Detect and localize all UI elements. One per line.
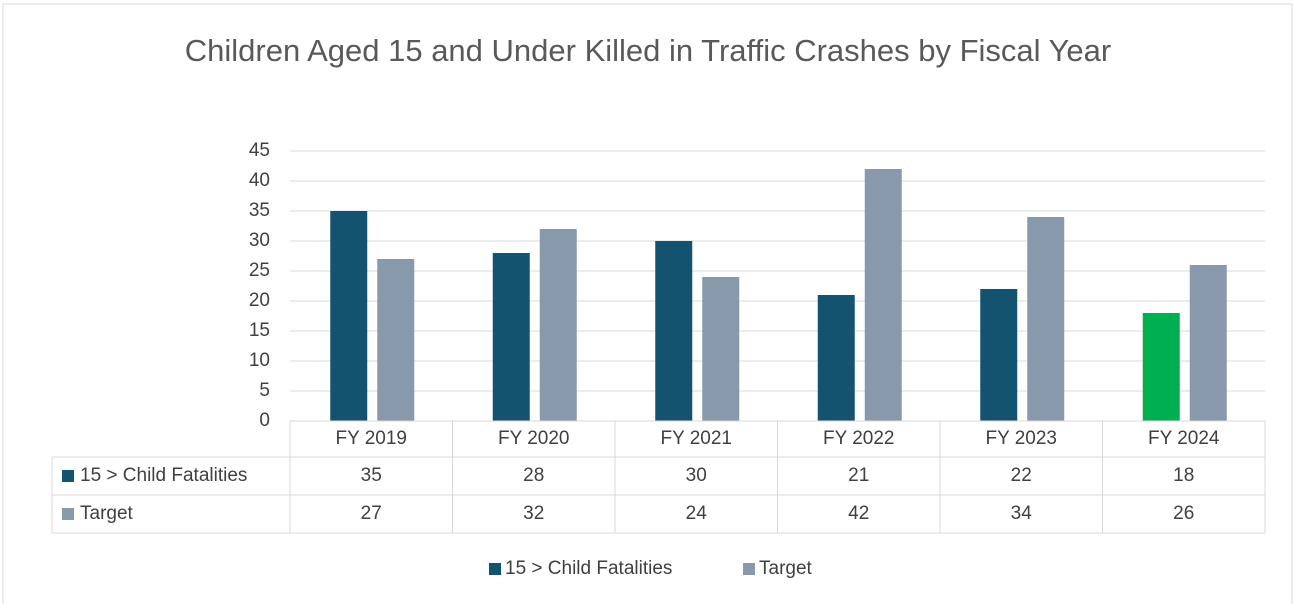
x-tick-label: FY 2023 xyxy=(986,428,1057,449)
y-tick-label: 30 xyxy=(249,230,270,251)
y-tick-label: 35 xyxy=(249,200,270,221)
y-tick-label: 15 xyxy=(249,320,270,341)
y-tick-label: 20 xyxy=(249,290,270,311)
legend-label: Target xyxy=(759,558,813,579)
table-cell: 22 xyxy=(1011,465,1032,486)
table-cell: 34 xyxy=(1011,503,1033,524)
y-tick-label: 0 xyxy=(259,410,270,431)
table-row-label: Target xyxy=(80,503,134,524)
y-tick-label: 40 xyxy=(249,170,270,191)
bar xyxy=(330,211,368,421)
y-tick-label: 5 xyxy=(259,380,270,401)
y-tick-label: 25 xyxy=(249,260,270,281)
table-cell: 26 xyxy=(1173,503,1194,524)
table-cell: 28 xyxy=(523,465,544,486)
table-key xyxy=(62,508,74,520)
legend-swatch xyxy=(743,563,755,575)
bar xyxy=(980,289,1018,421)
bar xyxy=(702,277,740,421)
chart-border xyxy=(2,3,1293,604)
y-tick-label: 45 xyxy=(249,140,270,161)
table-cell: 42 xyxy=(848,503,869,524)
bar xyxy=(1142,313,1180,421)
table-key xyxy=(62,470,74,482)
table-cell: 35 xyxy=(361,465,382,486)
chart-title: Children Aged 15 and Under Killed in Tra… xyxy=(184,33,1112,68)
legend-swatch xyxy=(489,563,501,575)
x-tick-label: FY 2020 xyxy=(498,428,569,449)
bar xyxy=(492,253,530,421)
legend-label: 15 > Child Fatalities xyxy=(505,558,672,579)
bar xyxy=(864,169,902,421)
x-tick-label: FY 2022 xyxy=(823,428,894,449)
bar xyxy=(377,259,415,421)
table-row-label: 15 > Child Fatalities xyxy=(80,465,247,486)
bar xyxy=(1027,217,1065,421)
table-cell: 32 xyxy=(523,503,544,524)
table-cell: 24 xyxy=(686,503,708,524)
y-tick-label: 10 xyxy=(249,350,270,371)
table-cell: 27 xyxy=(361,503,382,524)
bar xyxy=(1189,265,1227,421)
table-cell: 21 xyxy=(848,465,869,486)
bar xyxy=(655,241,693,421)
x-tick-label: FY 2019 xyxy=(336,428,407,449)
table-cell: 18 xyxy=(1173,465,1194,486)
x-tick-label: FY 2024 xyxy=(1148,428,1220,449)
bar xyxy=(539,229,577,421)
bar xyxy=(817,295,855,421)
x-tick-label: FY 2021 xyxy=(661,428,732,449)
table-cell: 30 xyxy=(686,465,707,486)
